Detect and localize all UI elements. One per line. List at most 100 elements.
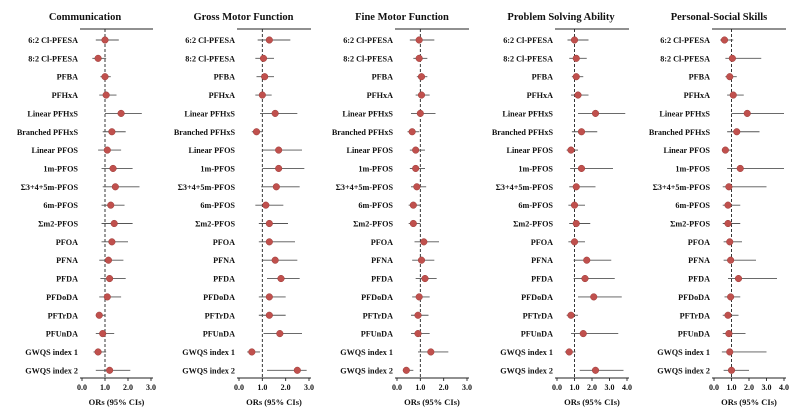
- or-point: [421, 275, 429, 283]
- x-tick-label: 2.0: [587, 383, 597, 392]
- or-point: [117, 109, 125, 117]
- category-label: Linear PFOS: [507, 146, 554, 155]
- or-point: [579, 330, 587, 338]
- or-point: [417, 91, 426, 99]
- x-tick-label: 1.0: [570, 383, 580, 392]
- or-point: [414, 311, 422, 319]
- x-tick-label: 3.0: [605, 383, 615, 392]
- or-point: [106, 275, 114, 283]
- x-tick-label: 1.0: [727, 383, 737, 392]
- or-point: [258, 91, 266, 99]
- category-label: GWQS index 1: [657, 348, 710, 357]
- or-point: [265, 219, 273, 228]
- or-point: [591, 366, 600, 374]
- or-point: [583, 256, 591, 264]
- or-point: [248, 348, 256, 356]
- or-point: [110, 219, 118, 228]
- or-point: [414, 330, 422, 338]
- category-label: Σ3+4+5m-PFOS: [178, 183, 236, 192]
- or-point: [417, 73, 426, 81]
- or-point: [420, 238, 428, 246]
- or-point: [721, 146, 729, 154]
- category-label: Linear PFOS: [347, 146, 394, 155]
- category-label: Σm2-PFOS: [353, 220, 393, 229]
- or-point: [265, 238, 273, 246]
- panel-title: Fine Motor Function: [355, 12, 449, 23]
- category-label: GWQS index 1: [340, 348, 393, 357]
- category-label: PFHxA: [367, 91, 393, 100]
- or-point: [265, 311, 273, 319]
- category-label: PFNA: [56, 256, 78, 265]
- or-point: [272, 183, 280, 191]
- forest-panel-1: Communication 6:2 Cl-PFESA 8:2 Cl-PFESA PFB…: [17, 12, 156, 407]
- forest-panel-3: Fine Motor Function 6:2 Cl-PFESA 8:2 Cl-PF…: [332, 12, 472, 407]
- x-tick-label: 4.0: [622, 383, 632, 392]
- category-label: PFOA: [371, 238, 393, 247]
- category-label: 8:2 Cl-PFESA: [28, 54, 78, 63]
- or-point: [271, 109, 279, 117]
- or-point: [736, 164, 744, 172]
- x-tick-label: 0.0: [77, 383, 87, 392]
- x-axis-title: ORs (95% CIs): [404, 397, 460, 407]
- category-label: GWQS index 2: [340, 366, 393, 375]
- category-label: Branched PFHxS: [649, 128, 711, 137]
- category-label: 8:2 Cl-PFESA: [343, 54, 393, 63]
- or-point: [409, 219, 417, 228]
- or-point: [277, 275, 285, 283]
- or-point: [726, 348, 734, 356]
- category-label: PFHxA: [209, 91, 235, 100]
- or-point: [101, 73, 109, 81]
- category-label: PFDA: [688, 275, 710, 284]
- category-label: PFTrDA: [205, 311, 235, 320]
- or-point: [725, 183, 733, 191]
- category-label: PFTrDA: [680, 311, 710, 320]
- or-point: [572, 73, 580, 81]
- or-point: [743, 109, 751, 117]
- or-point: [726, 73, 734, 81]
- or-point: [727, 256, 735, 264]
- or-point: [94, 54, 102, 62]
- or-point: [570, 201, 579, 209]
- or-point: [275, 146, 283, 154]
- category-label: PFUnDA: [203, 330, 235, 339]
- category-label: PFTrDA: [363, 311, 393, 320]
- or-point: [725, 330, 733, 338]
- or-point: [265, 293, 273, 301]
- category-label: 6m-PFOS: [200, 201, 235, 210]
- category-label: PFDoDA: [521, 293, 553, 302]
- category-label: GWQS index 1: [182, 348, 235, 357]
- category-label: Σ3+4+5m-PFOS: [21, 183, 79, 192]
- x-tick-label: 1.0: [100, 383, 110, 392]
- category-label: Σm2-PFOS: [38, 220, 78, 229]
- category-label: GWQS index 1: [500, 348, 553, 357]
- category-label: PFBA: [372, 73, 393, 82]
- category-label: Linear PFOS: [189, 146, 236, 155]
- panel-title: Personal-Social Skills: [671, 12, 768, 23]
- category-label: Branched PFHxS: [492, 128, 554, 137]
- category-label: PFBA: [214, 73, 235, 82]
- or-point: [577, 164, 586, 172]
- category-label: Σm2-PFOS: [670, 220, 710, 229]
- or-point: [415, 293, 423, 301]
- or-point: [111, 183, 119, 191]
- or-point: [95, 311, 103, 319]
- or-point: [101, 36, 109, 44]
- or-point: [724, 219, 732, 228]
- or-point: [720, 36, 729, 44]
- or-point: [427, 348, 435, 356]
- x-tick-label: 1.0: [257, 383, 267, 392]
- forest-panel-5: Personal-Social Skills 6:2 Cl-PFESA 8:2 Cl…: [649, 12, 789, 407]
- or-point: [261, 73, 269, 81]
- panel-title: Communication: [49, 12, 121, 23]
- x-axis-title: ORs (95% CIs): [564, 397, 620, 407]
- category-label: Σm2-PFOS: [195, 220, 235, 229]
- category-label: PFNA: [371, 256, 393, 265]
- category-label: Branched PFHxS: [332, 128, 394, 137]
- category-label: PFOA: [531, 238, 553, 247]
- or-point: [415, 54, 423, 62]
- or-point: [572, 54, 580, 62]
- panel-title: Problem Solving Ability: [507, 12, 615, 23]
- or-point: [572, 219, 580, 228]
- or-point: [412, 164, 420, 172]
- or-point: [94, 348, 102, 356]
